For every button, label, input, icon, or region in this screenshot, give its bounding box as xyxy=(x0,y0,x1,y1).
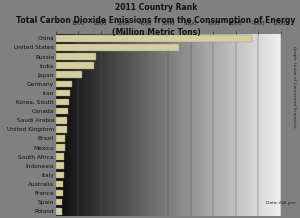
Bar xyxy=(56,162,64,169)
Bar xyxy=(56,126,67,133)
Text: Data: EIA.gov: Data: EIA.gov xyxy=(266,201,296,205)
Bar xyxy=(56,81,72,87)
Bar xyxy=(56,208,62,215)
Text: Graph: Union of Concerned Scientists: Graph: Union of Concerned Scientists xyxy=(292,46,295,128)
Text: 2011 Country Rank: 2011 Country Rank xyxy=(115,3,197,12)
Bar xyxy=(56,62,94,69)
Text: (Million Metric Tons): (Million Metric Tons) xyxy=(112,28,200,37)
Bar xyxy=(56,172,64,178)
Bar xyxy=(56,108,68,114)
Bar xyxy=(56,117,67,124)
Text: Total Carbon Dioxide Emissions from the Consumption of Energy: Total Carbon Dioxide Emissions from the … xyxy=(16,16,296,25)
Bar xyxy=(56,44,179,51)
Bar xyxy=(56,135,65,142)
Bar xyxy=(56,90,70,96)
Bar xyxy=(56,99,69,105)
Bar xyxy=(56,190,63,196)
Bar xyxy=(56,72,82,78)
Bar xyxy=(56,53,96,60)
Bar xyxy=(56,35,252,42)
Bar xyxy=(56,199,62,205)
Bar xyxy=(56,181,64,187)
Bar xyxy=(56,153,64,160)
Bar xyxy=(56,144,65,151)
